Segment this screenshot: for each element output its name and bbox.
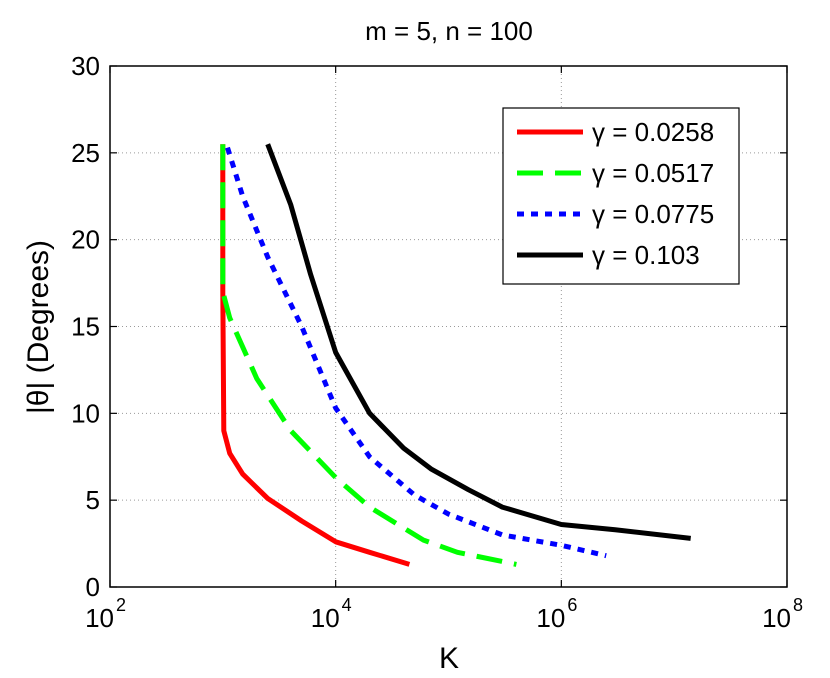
y-tick-labels: 0 5 10 15 20 25 30 [71, 51, 100, 602]
legend-label-1: γ = 0.0258 [592, 117, 714, 147]
series-lines [220, 143, 691, 567]
x-tick-label: 10 2 [85, 595, 126, 633]
x-axis-label: K [439, 642, 459, 675]
legend: γ = 0.0258 γ = 0.0517 γ = 0.0775 γ = 0.103 [502, 107, 740, 285]
x-tick-exponent: 2 [116, 595, 126, 615]
x-tick-label: 10 4 [311, 595, 352, 633]
chart-title: m = 5, n = 100 [365, 16, 533, 46]
series-line-2 [220, 144, 517, 567]
legend-label-3: γ = 0.0775 [592, 199, 714, 229]
y-tick-label: 5 [86, 485, 100, 515]
y-tick-label: 30 [71, 51, 100, 81]
x-tick-labels: 10 2 10 4 10 6 10 8 [85, 595, 803, 633]
x-tick-label: 10 6 [536, 595, 577, 633]
x-tick-base: 10 [311, 603, 340, 633]
series-line-4 [265, 143, 691, 541]
x-tick-base: 10 [536, 603, 565, 633]
x-tick-exponent: 8 [793, 595, 803, 615]
x-tick-label: 10 8 [762, 595, 803, 633]
legend-label-4: γ = 0.103 [592, 240, 700, 270]
y-tick-label: 20 [71, 225, 100, 255]
y-tick-label: 10 [71, 398, 100, 428]
y-tick-label: 0 [86, 572, 100, 602]
series-line-1 [220, 144, 411, 567]
y-tick-label: 15 [71, 312, 100, 342]
y-axis-label: |θ| (Degrees) [22, 240, 55, 414]
y-tick-label: 25 [71, 138, 100, 168]
x-tick-base: 10 [85, 603, 114, 633]
series-line-3 [225, 146, 607, 559]
x-tick-base: 10 [762, 603, 791, 633]
x-tick-exponent: 4 [342, 595, 352, 615]
x-tick-exponent: 6 [567, 595, 577, 615]
axis-ticks [109, 65, 788, 588]
legend-label-2: γ = 0.0517 [592, 158, 714, 188]
